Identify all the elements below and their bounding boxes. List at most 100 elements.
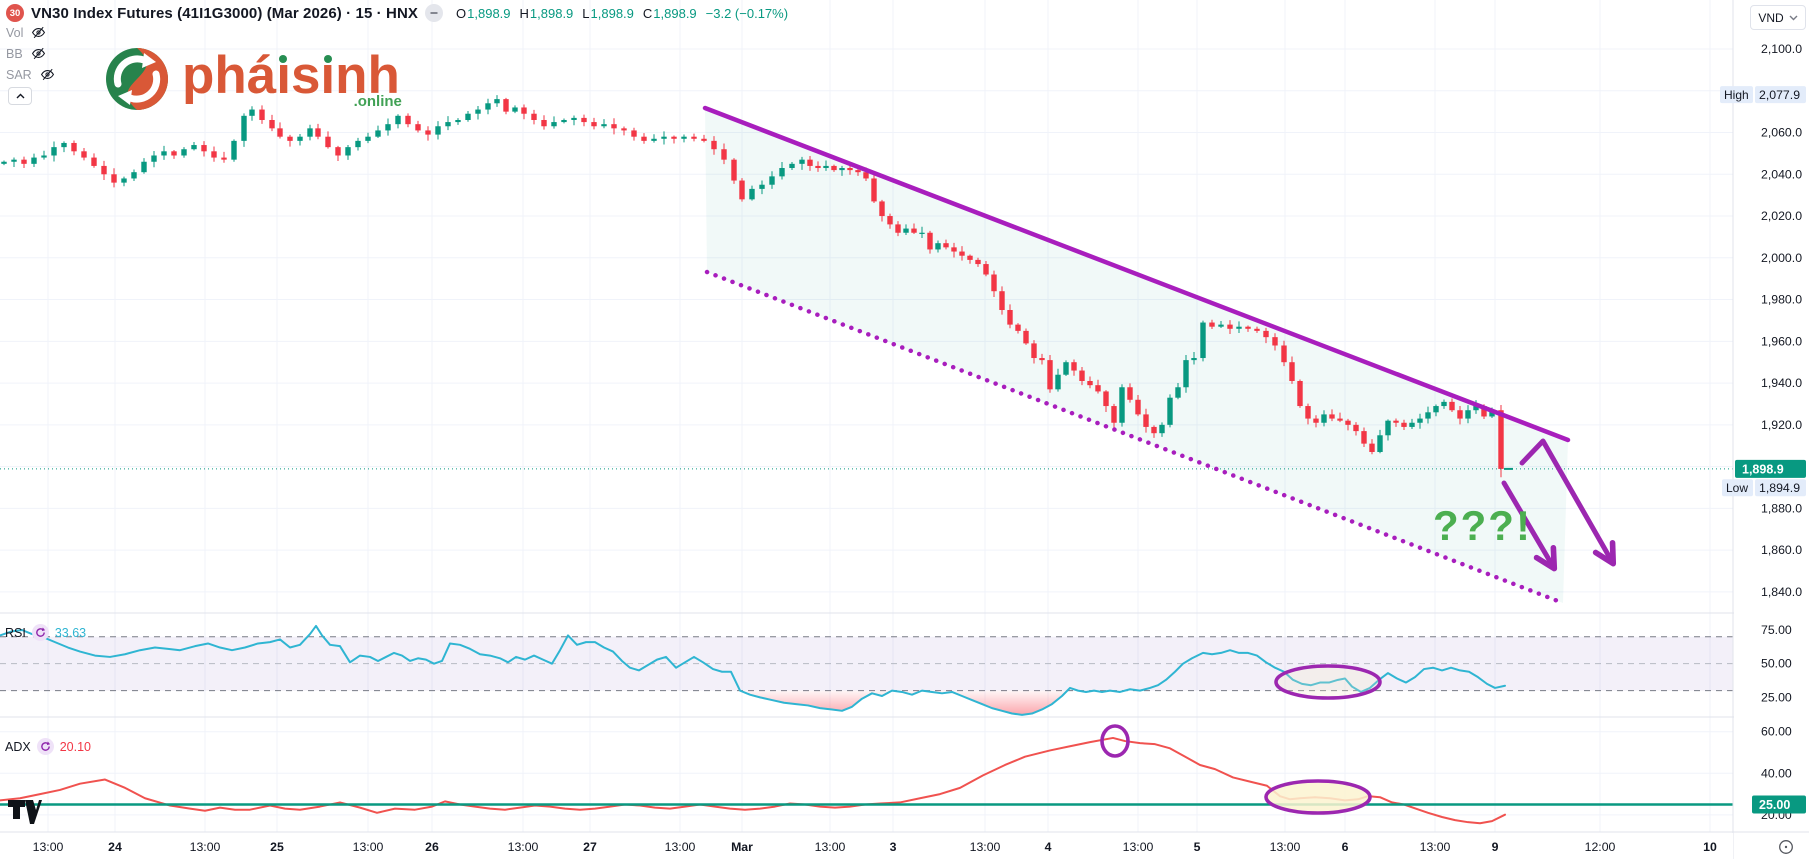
rsi-oversold-fill [740,690,1364,715]
currency-label: VND [1758,10,1784,25]
svg-text:2,000.0: 2,000.0 [1761,251,1802,265]
currency-dropdown[interactable]: VND [1750,5,1806,30]
rsi-loading-icon [31,624,49,641]
svg-text:2,060.0: 2,060.0 [1761,126,1802,140]
chevron-up-icon [16,93,24,99]
eye-off-icon[interactable] [31,46,46,61]
adx-line[interactable] [0,736,1506,825]
svg-text:13:00: 13:00 [1420,840,1451,854]
svg-text:Low: Low [1726,481,1748,495]
adx-peak-circle-annotation[interactable] [1100,724,1130,758]
svg-text:9: 9 [1492,840,1499,854]
svg-text:25.00: 25.00 [1761,690,1792,704]
time-axis[interactable]: 13:00 24 13:00 25 13:00 26 13:00 27 13:00 Mar 13:0… [0,831,1809,859]
high-label: H [519,5,529,21]
svg-text:13:00: 13:00 [190,840,221,854]
svg-text:4: 4 [1045,840,1052,854]
svg-text:13:00: 13:00 [33,840,64,854]
question-annotation[interactable]: ???! [1433,502,1532,549]
svg-text:27: 27 [583,840,597,854]
svg-text:1,940.0: 1,940.0 [1761,376,1802,390]
svg-text:1,880.0: 1,880.0 [1761,501,1802,515]
adx-dip-ellipse-annotation[interactable] [1264,779,1372,815]
tradingview-logo[interactable] [8,799,42,830]
svg-text:24: 24 [108,840,122,854]
svg-text:25: 25 [270,840,284,854]
adx-value: 20.10 [59,739,91,754]
trendline-dotted[interactable] [704,269,1566,606]
symbol-title[interactable]: VN30 Index Futures (41I1G3000) (Mar 2026… [31,4,419,22]
candles-layer [1,95,1504,478]
svg-text:5: 5 [1194,840,1201,854]
legend-collapse-pill[interactable] [425,4,444,22]
timezone-clock-button[interactable] [1776,838,1796,856]
last-price-badge: 1,898.9 [1735,459,1806,478]
brand-i-dot [279,55,287,63]
brand-i-dot [324,55,332,63]
tradingview-logo-icon [8,800,42,824]
brand-logo-icon [106,48,168,110]
indicator-bb-label[interactable]: BB [6,46,23,61]
svg-text:1,920.0: 1,920.0 [1761,418,1802,432]
svg-text:13:00: 13:00 [1123,840,1154,854]
low-value: 1,898.9 [590,5,634,21]
svg-text:2,020.0: 2,020.0 [1761,209,1802,223]
svg-text:2,077.9: 2,077.9 [1759,88,1800,102]
adx-pane-label[interactable]: ADX [5,739,31,754]
brand-name: pháısınh [182,46,400,105]
svg-text:13:00: 13:00 [970,840,1001,854]
pane-separators[interactable] [0,612,1809,718]
eye-off-icon[interactable] [40,67,55,82]
high-value: 1,898.9 [529,5,574,21]
open-value: 1,898.9 [467,5,511,21]
adx-hline-badge: 25.00 [1752,795,1806,814]
symbol-logo-badge: 30 [6,4,24,22]
svg-text:Mar: Mar [731,840,753,854]
svg-text:1,960.0: 1,960.0 [1761,334,1802,348]
svg-text:2,100.0: 2,100.0 [1761,42,1802,56]
rsi-pane-label[interactable]: RSI [5,625,26,640]
legend-collapse-button[interactable] [8,87,32,105]
trend-channel-fill[interactable] [705,108,1568,603]
rsi-band [0,636,1733,692]
clock-icon [1779,840,1793,854]
rsi-flat-ellipse-annotation[interactable] [1274,664,1382,700]
indicator-sar-label[interactable]: SAR [6,67,32,82]
ohlc-readout: O1,898.9 H1,898.9 L1,898.9 C1,898.9 −3.2… [456,6,788,21]
svg-text:1,980.0: 1,980.0 [1761,293,1802,307]
svg-text:10: 10 [1703,840,1717,854]
open-label: O [456,5,467,21]
svg-text:High: High [1724,88,1749,102]
rsi-line[interactable] [0,624,1506,716]
svg-text:2,040.0: 2,040.0 [1761,167,1802,181]
svg-text:13:00: 13:00 [815,840,846,854]
chevron-down-icon [1789,15,1798,20]
svg-text:1,840.0: 1,840.0 [1761,585,1802,599]
close-label: C [642,5,653,21]
eye-off-icon[interactable] [31,25,46,40]
svg-text:???!: ???! [1433,502,1532,549]
svg-text:40.00: 40.00 [1761,766,1792,780]
minus-icon [430,12,438,14]
svg-text:3: 3 [890,840,897,854]
brand-tld: .online [353,93,402,110]
svg-text:13:00: 13:00 [508,840,539,854]
down-arrow-annotation[interactable] [1501,480,1558,572]
svg-text:60.00: 60.00 [1761,725,1792,739]
rsi-value: 33.63 [54,625,87,640]
svg-text:1,898.9: 1,898.9 [1742,462,1784,476]
down-arrow-annotation[interactable] [1519,438,1617,567]
trendline-solid[interactable] [702,105,1571,443]
svg-text:50.00: 50.00 [1761,657,1792,671]
svg-text:6: 6 [1342,840,1349,854]
svg-text:26: 26 [425,840,439,854]
indicator-vol-label[interactable]: Vol [6,25,24,40]
price-scale[interactable]: 2,100.02,080.02,060.02,040.02,020.02,000… [1732,0,1809,859]
brand-watermark: pháısınh .online [104,46,402,112]
svg-text:25.00: 25.00 [1759,798,1790,812]
svg-text:13:00: 13:00 [665,840,696,854]
svg-text:1,860.0: 1,860.0 [1761,543,1802,557]
low-label: L [582,5,590,21]
